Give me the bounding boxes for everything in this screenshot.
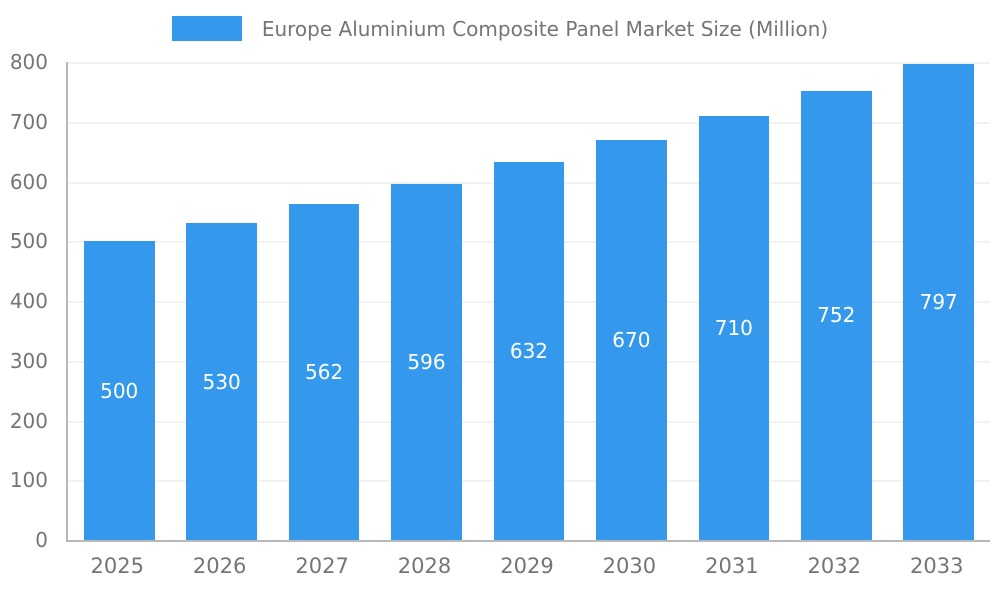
bar-slot: 562 [273, 62, 375, 540]
bar-value-label: 670 [612, 327, 651, 352]
bar[interactable]: 562 [288, 204, 360, 540]
bar[interactable]: 670 [596, 139, 667, 540]
chart-title: Europe Aluminium Composite Panel Market … [261, 16, 829, 41]
y-tick-label: 700 [9, 109, 48, 134]
bar-value-label: 752 [817, 303, 856, 328]
bar-slot: 500 [68, 62, 170, 540]
x-tick-label: 2025 [90, 554, 144, 578]
bar-slot: 670 [580, 62, 682, 540]
bar-value-label: 530 [202, 369, 241, 394]
y-tick-label: 0 [35, 528, 48, 552]
x-axis: 2025 2026 2027 2028 2029 2030 2031 2032 2033 [66, 554, 988, 579]
x-tick-label: 2027 [295, 554, 349, 578]
bar[interactable]: 500 [83, 241, 155, 540]
y-tick-label: 800 [9, 50, 48, 74]
bar-value-label: 710 [714, 315, 753, 340]
bar-series: 500 530 562 596 632 670 710 752 797 [68, 62, 990, 540]
plot-area: 500 530 562 596 632 670 710 752 797 [66, 62, 990, 542]
x-tick-label: 2028 [397, 554, 452, 578]
x-tick-label: 2032 [807, 554, 861, 578]
x-tick-label: 2029 [500, 554, 554, 578]
bar[interactable]: 530 [186, 223, 257, 540]
y-tick-label: 300 [9, 348, 48, 373]
y-tick-label: 500 [9, 229, 48, 254]
bar-slot: 710 [683, 62, 785, 540]
bar[interactable]: 596 [391, 183, 462, 540]
y-tick-label: 100 [9, 468, 48, 493]
y-tick-label: 400 [9, 289, 48, 313]
x-tick-label: 2030 [602, 554, 657, 578]
gridline [68, 62, 990, 64]
legend-swatch[interactable] [171, 16, 242, 41]
bar-slot: 530 [170, 62, 272, 540]
bar-value-label: 596 [407, 349, 446, 374]
bar-slot: 596 [375, 62, 477, 540]
bar-value-label: 562 [304, 360, 344, 385]
bar-slot: 752 [785, 62, 887, 540]
bar-value-label: 632 [509, 339, 549, 364]
bar[interactable]: 632 [493, 162, 565, 540]
bar-value-label: 500 [100, 378, 139, 403]
y-axis: 0 100 200 300 400 500 600 700 800 [0, 52, 56, 550]
x-tick-label: 2026 [192, 554, 247, 578]
bar[interactable]: 797 [903, 63, 975, 540]
y-tick-label: 600 [9, 169, 48, 194]
bar-slot: 632 [478, 62, 580, 540]
bar[interactable]: 752 [800, 90, 872, 540]
x-tick-label: 2031 [705, 554, 759, 578]
bar-value-label: 797 [919, 289, 958, 314]
x-tick-label: 2033 [909, 554, 964, 578]
bar-slot: 797 [888, 62, 990, 540]
bar[interactable]: 710 [698, 115, 770, 540]
legend[interactable]: Europe Aluminium Composite Panel Market … [0, 16, 1000, 41]
y-tick-label: 200 [9, 408, 48, 433]
gridline [68, 122, 990, 124]
